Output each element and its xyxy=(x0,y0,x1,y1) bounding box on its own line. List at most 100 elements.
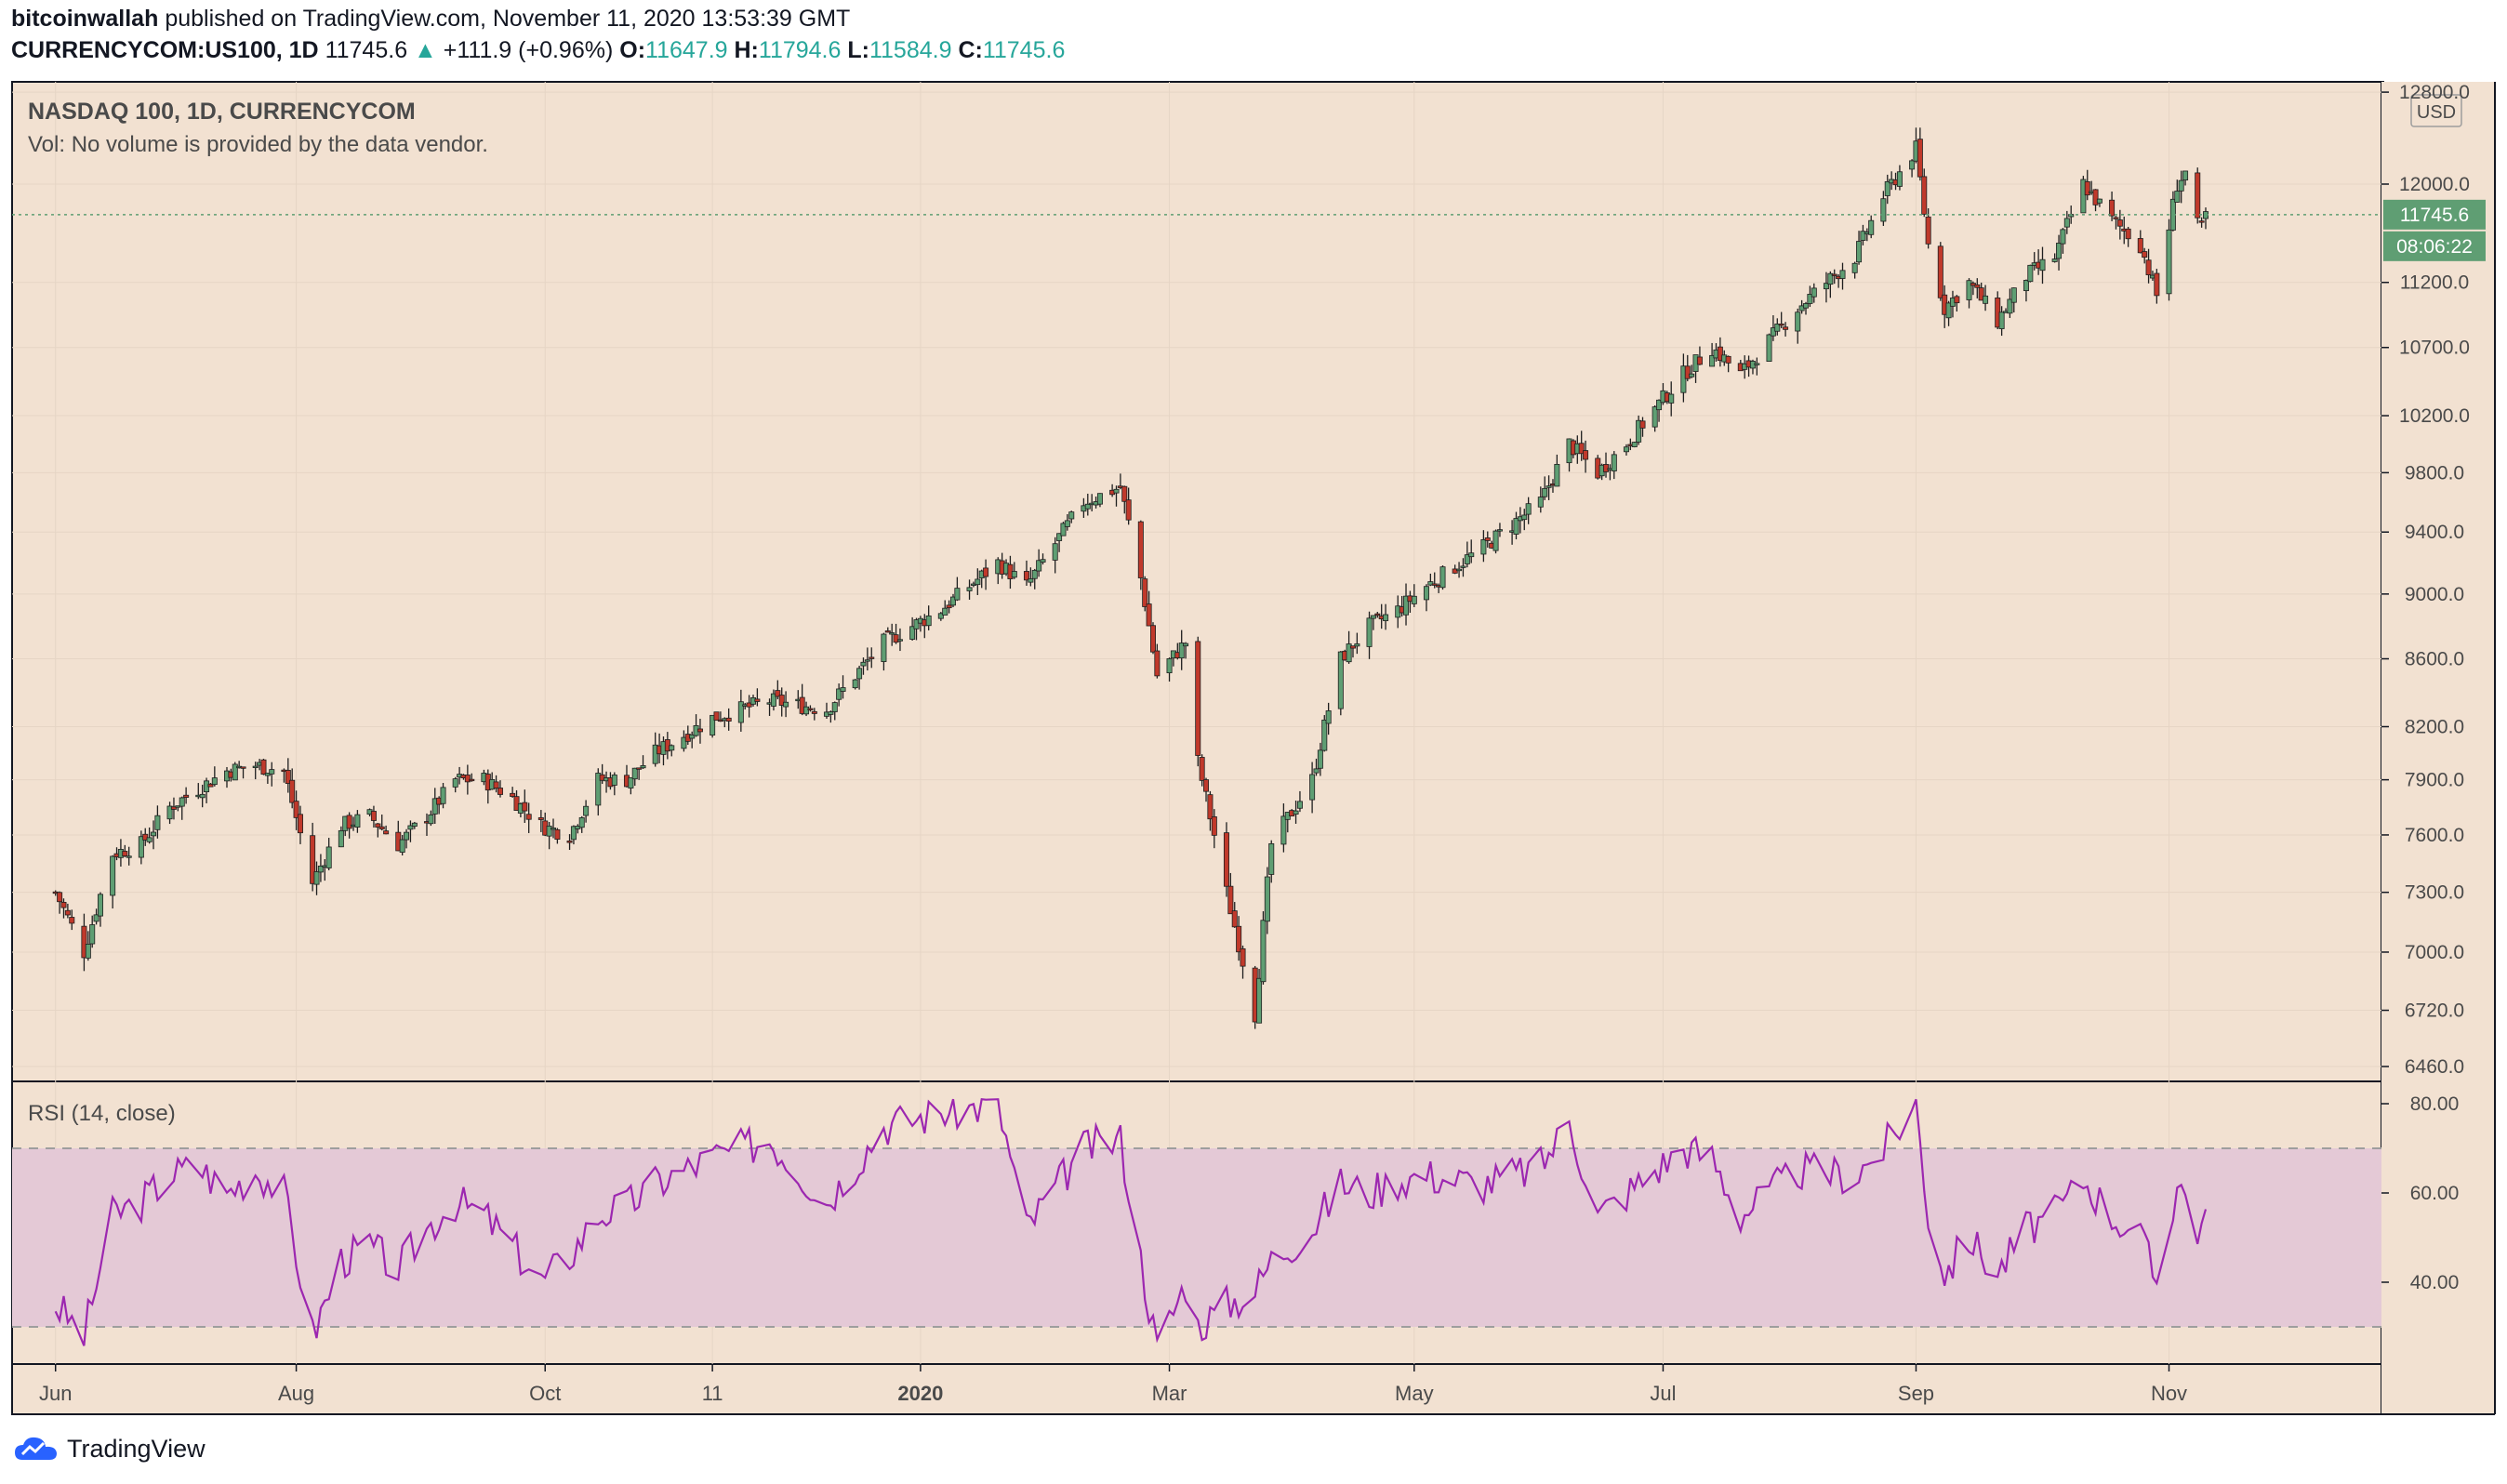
candle-body xyxy=(803,706,810,715)
candle-body xyxy=(1264,876,1270,922)
open-label: O: xyxy=(619,37,646,63)
rsi-tick-label: 60.00 xyxy=(2410,1183,2460,1204)
candle-body xyxy=(640,764,646,769)
candle-body xyxy=(525,814,532,820)
high-value: 11794.6 xyxy=(758,37,842,63)
candle-body xyxy=(1154,650,1161,677)
author-name[interactable]: bitcoinwallah xyxy=(11,6,159,32)
time-axis-labels: Jun Aug Oct 11 2020 Mar May Jul Sep Nov xyxy=(39,1364,2187,1405)
candle-body xyxy=(2084,181,2090,196)
candle-body xyxy=(954,588,961,601)
candle-body xyxy=(1256,977,1263,1024)
currency-badge[interactable] xyxy=(2410,94,2462,127)
candle-body xyxy=(1146,603,1152,627)
time-tick-label: 2020 xyxy=(897,1382,943,1405)
candle-body xyxy=(2166,229,2172,295)
candle-body xyxy=(1803,303,1810,309)
candle-body xyxy=(869,656,875,659)
candle-body xyxy=(338,830,344,848)
candle-body xyxy=(1811,287,1817,298)
candle-body xyxy=(1631,442,1638,447)
price-tick-label: 7600.0 xyxy=(2405,825,2464,846)
candle-body xyxy=(1998,311,2005,329)
candle-body xyxy=(1183,643,1189,647)
candle-body xyxy=(2154,272,2160,297)
candle-body xyxy=(896,639,903,642)
candle-body xyxy=(1325,710,1332,724)
price-tick-label: 8200.0 xyxy=(2405,717,2464,738)
candle-body xyxy=(1040,559,1046,563)
candle-body xyxy=(1783,326,1789,330)
candle-body xyxy=(554,828,561,841)
candle-body xyxy=(884,630,891,633)
candle-body xyxy=(1439,566,1446,589)
candle-body xyxy=(1121,485,1128,502)
candle-body xyxy=(652,744,658,764)
candle-body xyxy=(232,763,238,781)
price-tick-label: 7900.0 xyxy=(2405,770,2464,791)
candle-body xyxy=(2142,251,2148,258)
candle-body xyxy=(925,615,932,627)
candle-body xyxy=(183,794,190,798)
price-axis[interactable] xyxy=(2381,82,2495,1414)
candle-body xyxy=(770,693,776,707)
symbol-label[interactable]: CURRENCYCOM:US100, 1D xyxy=(11,37,319,63)
price-axis-labels: 12800.0 12000.0 11200.0 10700.0 10200.0 9800.… xyxy=(2381,82,2470,1078)
candle-body xyxy=(1374,613,1381,616)
candle-body xyxy=(1036,560,1042,572)
candle-body xyxy=(2051,258,2058,262)
candle-body xyxy=(522,802,528,812)
candle-body xyxy=(431,798,438,815)
candle-body xyxy=(1468,552,1475,558)
candle-body xyxy=(799,696,805,714)
candle-body xyxy=(179,797,185,807)
candle-body xyxy=(69,917,75,924)
candle-body xyxy=(1031,569,1038,579)
candle-body xyxy=(754,698,761,702)
candle-body xyxy=(1236,925,1242,953)
candle-body xyxy=(1966,280,1972,300)
candle-body xyxy=(325,846,332,868)
candle-body xyxy=(2096,198,2102,204)
candle-body xyxy=(1970,283,1976,286)
candle-body xyxy=(1260,920,1267,983)
rsi-line[interactable] xyxy=(54,1097,2208,1346)
candle-body xyxy=(949,596,956,606)
candle-body xyxy=(264,773,271,776)
symbol-quote-line: CURRENCYCOM:US100, 1D 11745.6 ▲ +111.9 (… xyxy=(11,37,1065,64)
candle-body xyxy=(1023,571,1029,581)
price-tick-label: 6460.0 xyxy=(2405,1056,2464,1078)
candle-body xyxy=(1856,241,1863,263)
candle-body xyxy=(1983,295,1989,304)
candle-body xyxy=(510,792,516,797)
candle-body xyxy=(293,801,299,818)
candle-body xyxy=(1974,284,1981,288)
candle-body xyxy=(1423,586,1429,601)
close-value: 11745.6 xyxy=(982,37,1066,63)
candle-body xyxy=(404,831,410,841)
candle-body xyxy=(2039,258,2046,272)
candle-body xyxy=(1725,355,1731,364)
tradingview-cloud-icon xyxy=(15,1437,57,1460)
candle-body xyxy=(966,587,973,591)
candle-body xyxy=(1178,643,1185,659)
tradingview-logo[interactable]: TradingView xyxy=(13,1434,206,1464)
candle-body xyxy=(285,770,291,784)
candle-body xyxy=(1268,842,1275,875)
candle-body xyxy=(2092,189,2099,205)
candle-body xyxy=(1696,356,1703,365)
candle-body xyxy=(170,806,177,810)
candle-body xyxy=(1052,543,1058,561)
candle-body xyxy=(1240,947,1246,967)
candle-body xyxy=(2063,218,2070,228)
candlestick-series[interactable] xyxy=(52,127,2209,1029)
open-value: 11647.9 xyxy=(645,37,728,63)
candle-body xyxy=(2195,172,2201,219)
rsi-pane-title: RSI (14, close) xyxy=(28,1101,176,1126)
candle-body xyxy=(1366,617,1373,647)
time-tick-label: Jun xyxy=(39,1382,72,1405)
candle-body xyxy=(1060,523,1067,537)
candle-body xyxy=(2056,243,2063,259)
candle-body xyxy=(1917,139,1923,178)
